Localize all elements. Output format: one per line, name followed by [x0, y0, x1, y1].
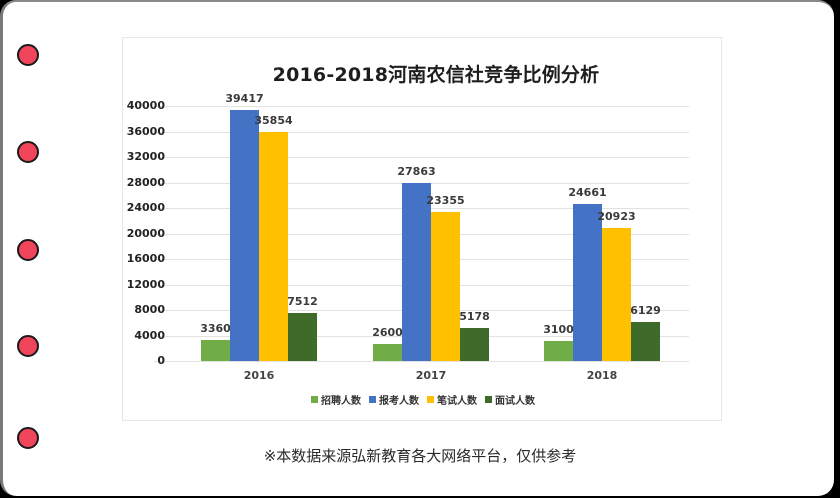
legend-item: 笔试人数: [427, 392, 477, 407]
gridline: [154, 106, 689, 107]
chart-container: 2016-2018河南农信社竞争比例分析 招聘人数 报考人数 笔试人数 面试人数 0 4…: [122, 37, 722, 421]
y-axis-tick-label: 32000: [126, 150, 165, 163]
bar-2016-series-1: [230, 109, 259, 361]
x-axis-category-label: 2016: [243, 369, 275, 382]
binder-ring-icon: [17, 44, 39, 66]
binder-ring-icon: [17, 427, 39, 449]
legend-swatch-icon: [427, 396, 434, 403]
binder-ring-icon: [17, 335, 39, 357]
bar-2016-series-2: [259, 132, 288, 361]
bar-2017-series-2: [431, 212, 460, 361]
binder-ring-icon: [17, 141, 39, 163]
x-axis-category-label: 2018: [586, 369, 618, 382]
binder-ring-icon: [17, 239, 39, 261]
data-label: 5178: [459, 309, 490, 323]
legend-swatch-icon: [311, 396, 318, 403]
legend-label: 笔试人数: [437, 396, 477, 407]
legend-item: 报考人数: [369, 392, 419, 407]
bar-2018-series-3: [631, 321, 660, 361]
data-label: 7512: [287, 295, 318, 309]
gridline: [154, 131, 689, 133]
gridline: [154, 361, 689, 362]
data-label: 3360: [200, 321, 231, 335]
source-footnote: ※本数据来源弘新教育各大网络平台，仅供参考: [263, 447, 577, 465]
data-label: 27863: [397, 165, 436, 179]
data-label: 24661: [568, 185, 607, 199]
chart-legend: 招聘人数 报考人数 笔试人数 面试人数: [123, 392, 721, 407]
legend-label: 报考人数: [379, 396, 419, 407]
bar-2018-series-1: [573, 203, 602, 361]
y-axis-tick-label: 12000: [126, 277, 165, 291]
y-axis-tick-label: 28000: [126, 175, 165, 189]
y-axis-tick-label: 24000: [126, 201, 165, 214]
bar-2016-series-3: [288, 313, 317, 361]
y-axis-tick-label: 40000: [126, 99, 165, 112]
data-label: 2600: [372, 326, 403, 340]
gridline: [154, 157, 689, 158]
legend-swatch-icon: [369, 396, 376, 403]
chart-title: 2016-2018河南农信社竞争比例分析: [272, 64, 600, 86]
data-label: 3100: [543, 323, 574, 337]
data-label: 23355: [426, 194, 465, 208]
bar-2017-series-0: [373, 344, 402, 361]
legend-item: 招聘人数: [311, 392, 361, 407]
legend-label: 面试人数: [495, 396, 535, 407]
gridline: [154, 182, 689, 184]
data-label: 39417: [225, 91, 264, 105]
legend-item: 面试人数: [485, 392, 535, 407]
y-axis-tick-label: 4000: [134, 328, 165, 342]
data-label: 35854: [254, 114, 293, 128]
bar-2016-series-0: [201, 339, 230, 361]
data-label: 20923: [597, 209, 636, 223]
legend-swatch-icon: [485, 396, 492, 403]
bar-2018-series-0: [544, 341, 573, 361]
bar-2017-series-3: [460, 327, 489, 361]
bar-2018-series-2: [602, 227, 631, 361]
y-axis-tick-label: 0: [157, 354, 165, 367]
y-axis-tick-label: 36000: [126, 124, 165, 138]
legend-label: 招聘人数: [321, 396, 361, 407]
x-axis-category-label: 2017: [415, 369, 447, 382]
bar-2017-series-1: [402, 183, 431, 361]
y-axis-tick-label: 20000: [126, 226, 165, 240]
y-axis-tick-label: 16000: [126, 252, 165, 265]
data-label: 6129: [630, 303, 661, 317]
y-axis-tick-label: 8000: [134, 303, 165, 316]
